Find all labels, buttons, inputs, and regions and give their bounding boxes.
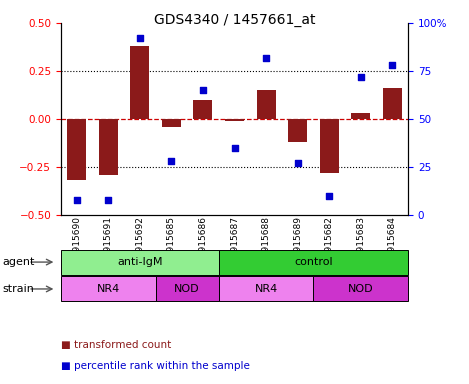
Point — [73, 197, 81, 203]
Point — [231, 145, 238, 151]
Bar — [99, 119, 118, 175]
Bar — [156, 276, 219, 301]
Point — [294, 160, 302, 166]
Point — [105, 197, 112, 203]
Point — [199, 87, 207, 93]
Bar — [162, 119, 181, 127]
Bar — [67, 119, 86, 180]
Bar — [257, 90, 275, 119]
Text: NR4: NR4 — [97, 284, 120, 294]
Text: anti-IgM: anti-IgM — [117, 257, 163, 267]
Bar — [313, 276, 408, 301]
Text: ■ percentile rank within the sample: ■ percentile rank within the sample — [61, 361, 250, 371]
Text: NOD: NOD — [348, 284, 373, 294]
Bar — [383, 88, 402, 119]
Text: agent: agent — [2, 257, 35, 267]
Bar — [130, 46, 149, 119]
Bar — [61, 276, 156, 301]
Text: control: control — [294, 257, 333, 267]
Text: NOD: NOD — [174, 284, 200, 294]
Text: ■ transformed count: ■ transformed count — [61, 340, 171, 350]
Bar — [219, 276, 313, 301]
Point — [357, 74, 364, 80]
Point — [388, 62, 396, 68]
Bar — [61, 250, 219, 275]
Text: strain: strain — [2, 284, 34, 294]
Text: NR4: NR4 — [254, 284, 278, 294]
Text: GDS4340 / 1457661_at: GDS4340 / 1457661_at — [154, 13, 315, 27]
Bar — [320, 119, 339, 173]
Point — [262, 55, 270, 61]
Bar — [194, 100, 212, 119]
Bar — [288, 119, 307, 142]
Point — [136, 35, 144, 41]
Point — [167, 158, 175, 164]
Bar — [219, 250, 408, 275]
Bar — [225, 119, 244, 121]
Point — [325, 193, 333, 199]
Bar — [351, 113, 370, 119]
